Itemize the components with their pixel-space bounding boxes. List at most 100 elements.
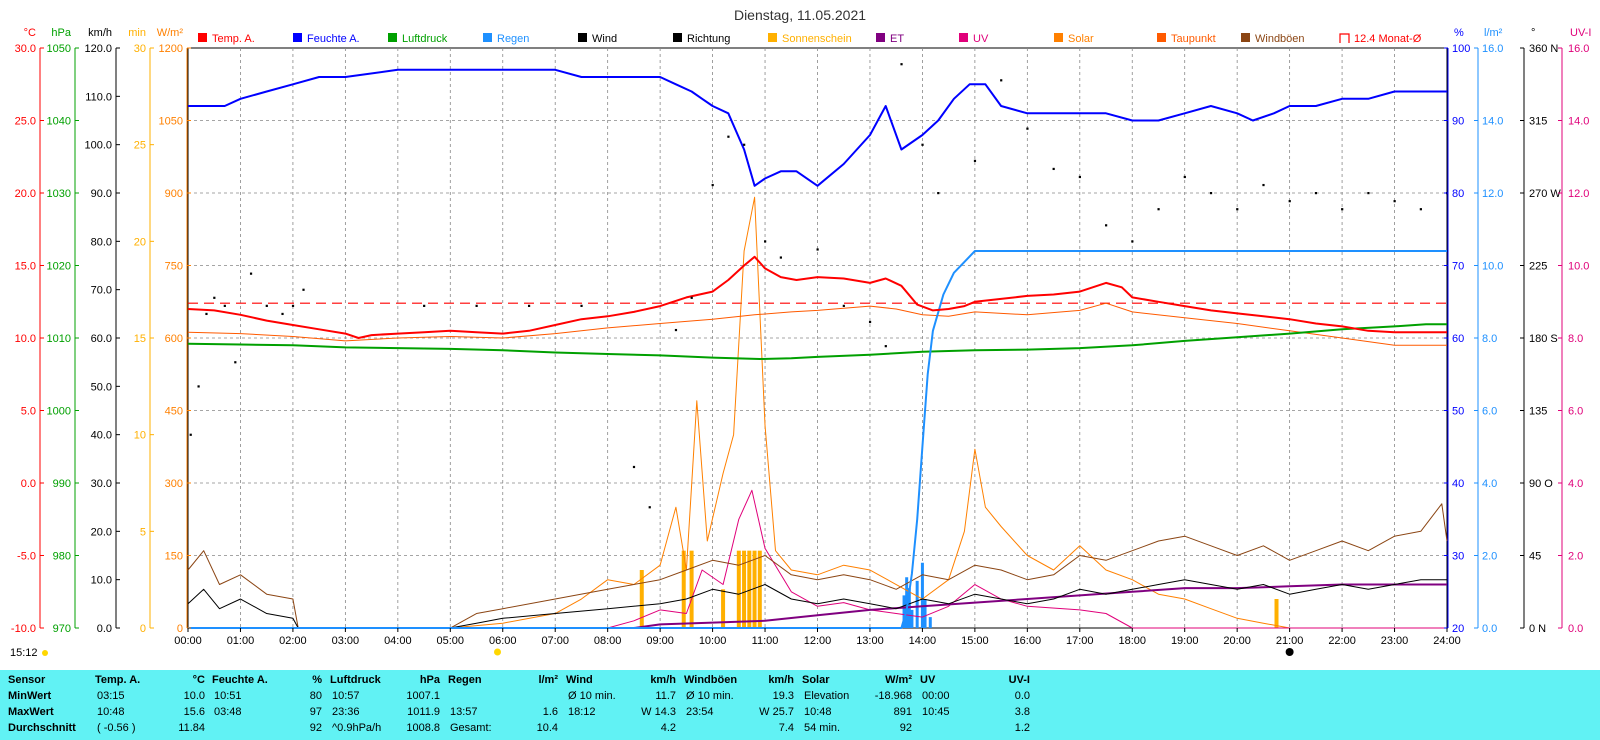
series-line-temp-a [187, 255, 1447, 339]
axis-tick-label-rain: 8.0 [1482, 333, 1497, 345]
legend-label: ET [890, 33, 904, 45]
stats-group-name: Solar [802, 674, 830, 686]
stats-group-unit: UV-I [1008, 674, 1030, 686]
axis-tick-label-wind: 20.0 [91, 526, 112, 538]
stats-time: 10:51 [214, 690, 242, 702]
direction-dot [281, 312, 284, 316]
axis-tick-label-hum: 70 [1452, 261, 1464, 273]
legend-swatch [578, 33, 587, 42]
direction-dot [1288, 200, 1291, 203]
series-line-et [188, 583, 1447, 629]
stats-time: 13:57 [450, 706, 478, 718]
weather-chart: Dienstag, 11.05.2021 Temp. A. Feuchte A. L… [10, 7, 1592, 659]
legend-swatch [388, 33, 397, 42]
stats-time: 03:15 [97, 690, 125, 702]
direction-dot [842, 304, 845, 307]
axis-tick-label-solar: 1050 [159, 116, 183, 128]
sunrise-icon [494, 648, 502, 656]
direction-dot [921, 143, 924, 146]
axis-tick-label-dir: 360 N [1529, 43, 1558, 55]
stats-value: 10.4 [536, 722, 558, 734]
sunshine-bar [1274, 599, 1279, 628]
legend-label: Wind [592, 33, 617, 45]
stats-value: 0.0 [1014, 690, 1030, 702]
axis-tick-label-press: 990 [53, 478, 71, 490]
axis-tick-label-temp: 30.0 [15, 43, 36, 55]
stats-time: Elevation [804, 690, 850, 702]
series-line-luftdruck [187, 323, 1447, 360]
stats-value: 97 [309, 706, 322, 718]
axis-tick-label-rain: 2.0 [1482, 551, 1497, 563]
axis-unit-hum: % [1454, 27, 1464, 39]
stats-value: 1.6 [542, 706, 558, 718]
sunshine-bar [681, 550, 686, 628]
direction-dot [197, 385, 200, 388]
legend: Temp. A. Feuchte A. Luftdruck Regen Wind Rich… [198, 33, 1422, 45]
legend-swatch [1054, 33, 1063, 42]
direction-dot [205, 312, 208, 316]
direction-dot [711, 183, 714, 187]
stats-value: 92 [899, 722, 912, 734]
axes: 30.025.020.015.010.05.00.0-5.0-10.0°C105… [11, 27, 1591, 647]
direction-dot [291, 304, 295, 307]
time-tick-label: 18:00 [1118, 635, 1146, 647]
direction-dot [900, 63, 903, 66]
axis-tick-label-rain: 0.0 [1482, 623, 1497, 635]
axis-tick-label-solar: 900 [165, 188, 183, 200]
stats-value: W 14.3 [641, 706, 676, 718]
axis-tick-label-uvi: 16.0 [1568, 43, 1589, 55]
axis-tick-label-temp: 20.0 [15, 188, 36, 200]
stats-time: 10:48 [97, 706, 125, 718]
time-marker-label: 15:12 [10, 647, 38, 659]
stats-value: 1008.8 [406, 722, 440, 734]
direction-dot [1209, 192, 1213, 195]
sun-icon [42, 650, 48, 656]
stats-time: ^0.9hPa/h [332, 722, 382, 734]
time-tick-label: 05:00 [437, 635, 465, 647]
axis-tick-label-hum: 90 [1452, 116, 1464, 128]
time-tick-label: 14:00 [909, 635, 937, 647]
time-tick-label: 16:00 [1014, 635, 1042, 647]
direction-dot [884, 345, 887, 348]
stats-time: 10:48 [804, 706, 832, 718]
direction-dot [779, 256, 782, 259]
direction-dot [1393, 200, 1396, 203]
direction-dot [764, 240, 767, 243]
axis-tick-label-uvi: 12.0 [1568, 188, 1589, 200]
axis-unit-uvi: UV-I [1570, 27, 1591, 39]
axis-tick-label-sun: 0 [140, 623, 146, 635]
stats-group-name: Luftdruck [330, 674, 381, 686]
stats-group-unit: °C [192, 674, 205, 686]
legend-label: Feuchte A. [307, 33, 360, 45]
axis-tick-label-uvi: 0.0 [1568, 623, 1583, 635]
axis-tick-label-press: 970 [53, 623, 71, 635]
direction-dot [1052, 167, 1055, 171]
axis-tick-label-press: 980 [53, 551, 71, 563]
stats-time: 10:57 [332, 690, 360, 702]
rain-rate-bar [928, 617, 932, 628]
time-tick-label: 03:00 [332, 635, 360, 647]
stats-group-unit: km/h [768, 674, 794, 686]
legend-swatch [1157, 33, 1166, 42]
series-line-feuchte-a [188, 68, 1447, 187]
axis-tick-label-wind: 60.0 [91, 333, 112, 345]
time-tick-label: 24:00 [1433, 635, 1461, 647]
axis-tick-label-wind: 100.0 [84, 140, 112, 152]
axis-tick-label-rain: 14.0 [1482, 116, 1503, 128]
axis-tick-label-sun: 30 [134, 43, 146, 55]
stats-value: 1.2 [1014, 722, 1030, 734]
axis-tick-label-rain: 10.0 [1482, 261, 1503, 273]
stats-time: Ø 10 min. [686, 690, 734, 702]
direction-dot [868, 320, 872, 324]
stats-time: 54 min. [804, 722, 841, 734]
time-tick-label: 06:00 [489, 635, 517, 647]
plot-area [187, 63, 1449, 629]
legend-swatch [293, 33, 302, 42]
legend-swatch [959, 33, 968, 42]
axis-tick-label-wind: 90.0 [91, 188, 112, 200]
direction-dot [674, 328, 678, 332]
direction-dot [475, 304, 478, 307]
time-tick-label: 23:00 [1381, 635, 1409, 647]
axis-tick-label-dir: 180 S [1529, 333, 1558, 345]
legend-month-avg-marker [1339, 33, 1350, 43]
